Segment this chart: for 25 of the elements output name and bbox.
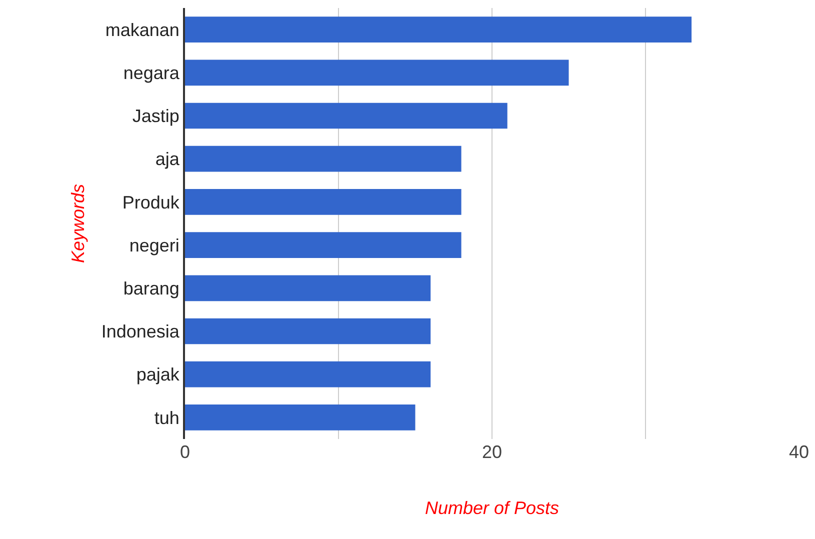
y-axis-title: Keywords: [68, 184, 88, 264]
bar: [185, 275, 431, 302]
bar: [185, 16, 692, 42]
y-tick-label: barang: [123, 278, 180, 298]
y-tick-label: pajak: [136, 364, 180, 385]
y-tick-label: Indonesia: [101, 322, 180, 342]
y-tick-label: Jastip: [132, 106, 180, 126]
x-tick-label: 20: [482, 442, 502, 462]
bar: [185, 60, 569, 86]
y-tick-label: aja: [155, 149, 180, 170]
y-tick-label: tuh: [154, 408, 180, 428]
y-tick-label: negara: [123, 62, 180, 83]
bar: [185, 361, 431, 388]
x-tick-label: 40: [788, 442, 810, 462]
bar: [185, 404, 416, 430]
y-tick-label: negeri: [129, 235, 180, 256]
bar: [185, 102, 508, 129]
bar: [185, 232, 462, 258]
bar: [185, 318, 431, 344]
bar: [185, 189, 462, 215]
bar: [185, 146, 462, 172]
y-tick-label: Produk: [122, 192, 180, 212]
x-tick-label: 0: [180, 442, 190, 462]
x-axis-title: Number of Posts: [424, 498, 560, 518]
y-tick-label: makanan: [105, 20, 180, 40]
